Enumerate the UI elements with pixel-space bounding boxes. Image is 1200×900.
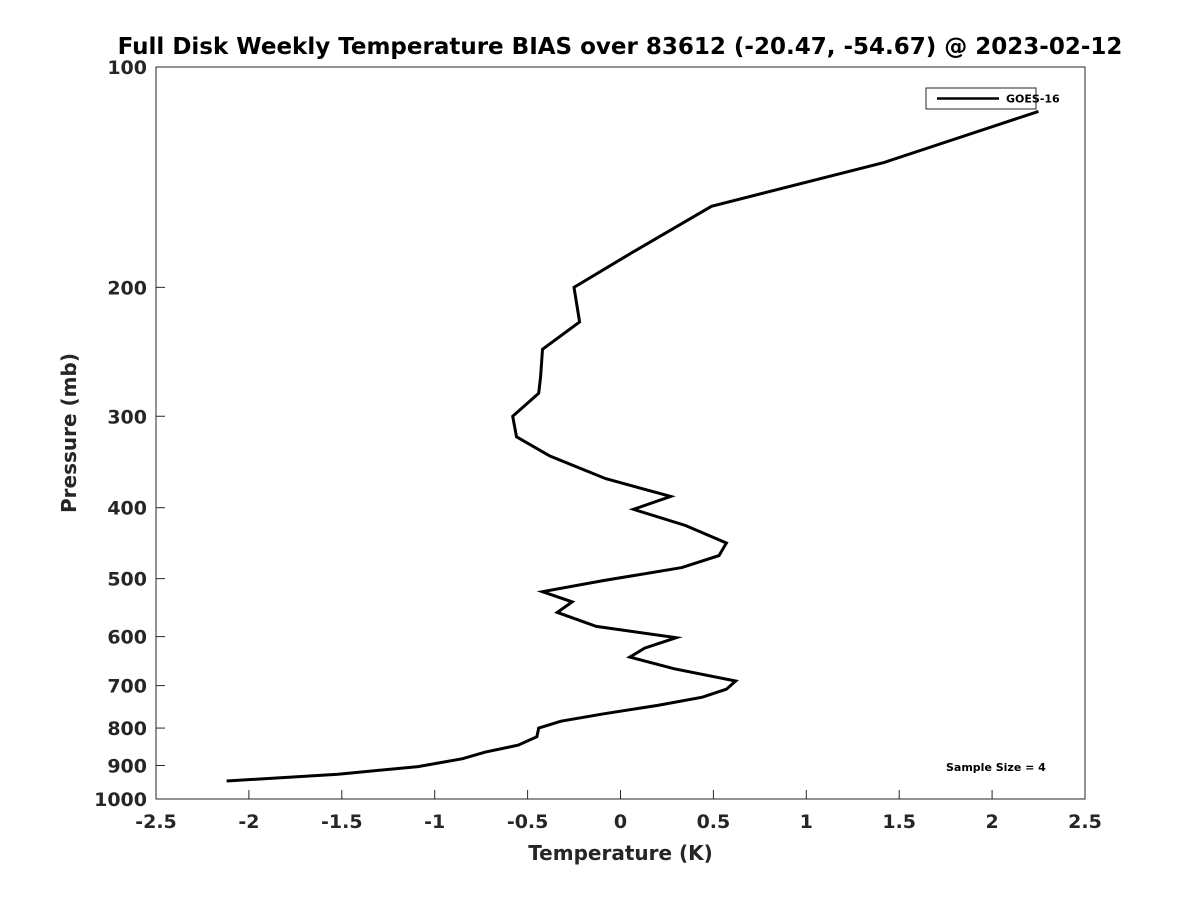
y-tick-label: 700: [107, 676, 147, 698]
sample-size-annotation: Sample Size = 4: [946, 761, 1046, 774]
x-tick-label: 2.5: [1068, 811, 1102, 833]
series-layer: [226, 109, 1039, 783]
plot-area-frame: [155, 66, 1086, 800]
x-axis-ticks: -2.5 -2 -1.5 -1 -0.5 0 0.5 1 1.5 2 2.5: [135, 790, 1102, 833]
y-tick-label: 300: [107, 406, 147, 428]
x-tick-label: -1.5: [321, 811, 363, 833]
x-tick-label: 0: [614, 811, 627, 833]
y-axis-ticks: 100 200 300 400 500 600 700 800 900 1000: [94, 57, 165, 811]
x-tick-label: -0.5: [507, 811, 549, 833]
y-tick-label: 200: [107, 277, 147, 299]
y-axis-label: Pressure (mb): [57, 353, 81, 513]
y-tick-label: 1000: [94, 789, 147, 811]
y-tick-label: 900: [107, 756, 147, 778]
series-line-goes-16: [226, 109, 1039, 783]
legend: GOES-16: [925, 87, 1060, 110]
y-tick-label: 600: [107, 627, 147, 649]
x-tick-label: -2.5: [135, 811, 177, 833]
x-tick-label: -1: [424, 811, 445, 833]
y-tick-label: 500: [107, 569, 147, 591]
x-tick-label: 1.5: [882, 811, 916, 833]
legend-label-goes-16: GOES-16: [1006, 93, 1060, 106]
x-tick-label: -2: [238, 811, 259, 833]
x-tick-label: 2: [985, 811, 998, 833]
y-tick-label: 800: [107, 718, 147, 740]
y-tick-label: 100: [107, 57, 147, 79]
y-tick-label: 400: [107, 498, 147, 520]
x-axis-label: Temperature (K): [528, 841, 713, 865]
chart-title: Full Disk Weekly Temperature BIAS over 8…: [118, 34, 1123, 60]
x-tick-label: 1: [800, 811, 813, 833]
x-tick-label: 0.5: [697, 811, 731, 833]
